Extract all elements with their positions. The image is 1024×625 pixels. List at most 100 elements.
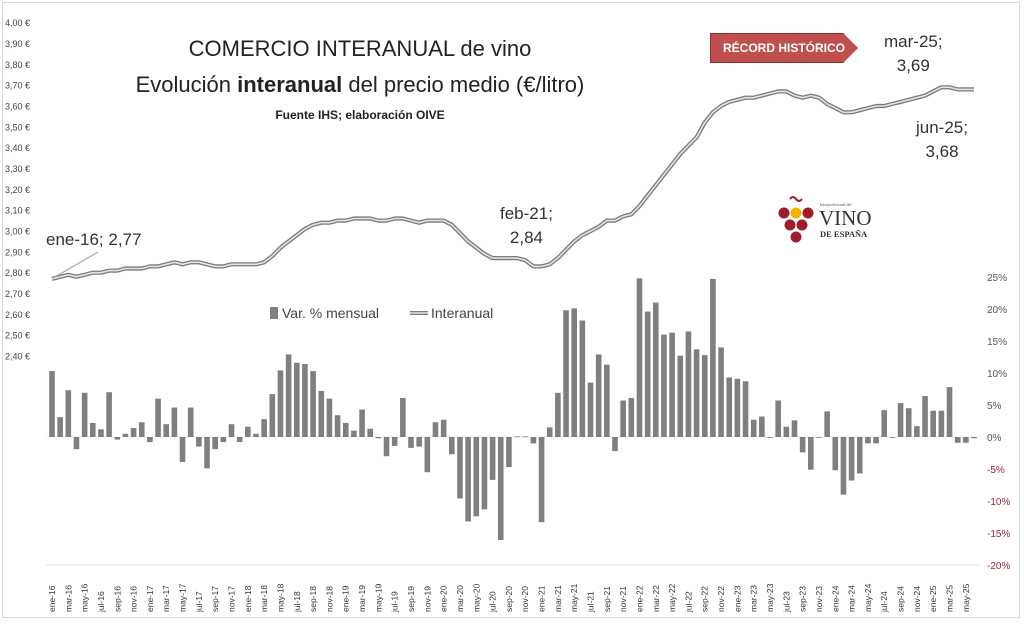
left-axis-tick: 3,80 € bbox=[5, 60, 30, 70]
bar-monthly-var bbox=[81, 392, 88, 437]
x-axis-tick: mar-19 bbox=[357, 585, 367, 612]
bar-monthly-var bbox=[938, 410, 945, 437]
x-axis-tick: jul-23 bbox=[781, 591, 791, 613]
bar-monthly-var bbox=[130, 428, 137, 437]
bar-monthly-var bbox=[310, 371, 316, 437]
right-axis-tick: 0% bbox=[987, 433, 1002, 444]
x-axis-tick: may-16 bbox=[80, 583, 90, 612]
right-axis-tick: 5% bbox=[987, 401, 1002, 412]
vino-de-espana-logo: Interprofesional del VINO DE ESPAÑA bbox=[778, 196, 872, 243]
annotation-start: ene-16; 2,77 bbox=[46, 230, 142, 249]
logo-small-text: Interprofesional del bbox=[820, 202, 852, 207]
x-axis-tick: may-24 bbox=[863, 583, 873, 612]
x-axis-tick: mar-25 bbox=[945, 585, 955, 612]
bar-monthly-var bbox=[57, 417, 63, 437]
x-axis-tick: nov-18 bbox=[324, 586, 334, 612]
bar-monthly-var bbox=[408, 437, 414, 448]
left-axis-tick: 2,50 € bbox=[5, 331, 30, 341]
bar-monthly-var bbox=[285, 354, 292, 437]
x-axis-tick: may-23 bbox=[765, 583, 775, 612]
bar-monthly-var bbox=[644, 311, 651, 437]
bar-monthly-var bbox=[514, 436, 520, 438]
left-axis-tick: 3,10 € bbox=[5, 206, 30, 216]
bar-monthly-var bbox=[685, 331, 692, 437]
x-axis-tick: ene-23 bbox=[732, 585, 742, 612]
bar-monthly-var bbox=[302, 364, 308, 437]
bar-monthly-var bbox=[963, 437, 969, 443]
bar-monthly-var bbox=[734, 378, 741, 437]
grape-icon bbox=[790, 231, 802, 243]
bar-monthly-var bbox=[563, 310, 569, 437]
x-axis-tick: nov-17 bbox=[227, 586, 237, 612]
chart-source: Fuente IHS; elaboración OIVE bbox=[275, 108, 445, 122]
x-axis-tick: sep-20 bbox=[504, 586, 514, 612]
bar-monthly-var bbox=[236, 437, 243, 443]
logo-sub-text: DE ESPAÑA bbox=[820, 229, 868, 239]
x-axis-tick: nov-16 bbox=[129, 586, 139, 612]
title-post: del precio medio (€/litro) bbox=[342, 72, 585, 97]
bar-monthly-var bbox=[497, 437, 504, 541]
bar-monthly-var bbox=[351, 430, 357, 437]
bar-monthly-var bbox=[326, 398, 333, 437]
bar-monthly-var bbox=[220, 437, 227, 443]
legend-line-label: Interanual bbox=[431, 305, 493, 321]
bar-monthly-var bbox=[138, 422, 145, 437]
x-axis-tick: mar-18 bbox=[259, 585, 269, 612]
bar-monthly-var bbox=[620, 400, 626, 437]
right-axis-tick: 15% bbox=[987, 337, 1007, 348]
bar-monthly-var bbox=[669, 332, 675, 437]
left-axis-tick: 3,90 € bbox=[5, 39, 30, 49]
bar-monthly-var bbox=[481, 437, 488, 510]
x-axis-tick: mar-16 bbox=[63, 585, 73, 612]
x-axis-tick: jul-18 bbox=[292, 591, 302, 613]
chart-frame bbox=[2, 2, 1020, 618]
bar-monthly-var bbox=[261, 419, 267, 437]
bar-monthly-var bbox=[579, 320, 586, 437]
annotation-jun25: jun-25; 3,68 bbox=[916, 116, 968, 164]
x-axis-tick: sep-16 bbox=[112, 586, 122, 612]
bar-monthly-var bbox=[179, 437, 186, 462]
annotation-feb21: feb-21; 2,84 bbox=[500, 202, 553, 250]
bar-monthly-var bbox=[383, 437, 390, 457]
left-axis-tick: 2,40 € bbox=[5, 352, 30, 362]
bar-monthly-var bbox=[293, 362, 300, 437]
x-axis-tick: mar-23 bbox=[749, 585, 759, 612]
bar-monthly-var bbox=[212, 437, 218, 450]
bar-monthly-var bbox=[808, 437, 814, 470]
x-axis-tick: mar-24 bbox=[847, 585, 857, 612]
bar-monthly-var bbox=[848, 437, 855, 481]
bar-monthly-var bbox=[465, 437, 471, 522]
bar-monthly-var bbox=[824, 411, 830, 437]
bar-monthly-var bbox=[375, 437, 382, 439]
left-axis-tick: 3,70 € bbox=[5, 81, 30, 91]
bar-monthly-var bbox=[889, 437, 896, 438]
x-axis-tick: sep-21 bbox=[602, 586, 612, 612]
bar-monthly-var bbox=[424, 437, 431, 473]
bar-monthly-var bbox=[783, 426, 790, 437]
x-axis-tick: may-20 bbox=[471, 583, 481, 612]
chart-title-line1: COMERCIO INTERANUAL de vino bbox=[188, 36, 532, 61]
x-axis-tick: may-19 bbox=[373, 583, 383, 612]
bar-monthly-var bbox=[73, 437, 80, 450]
x-axis-tick: jul-19 bbox=[390, 591, 400, 613]
bar-monthly-var bbox=[759, 416, 765, 437]
annotation-jun25-label: jun-25; bbox=[916, 118, 968, 137]
bar-monthly-var bbox=[612, 437, 618, 452]
logo-tilde bbox=[789, 196, 803, 202]
bar-monthly-var bbox=[416, 437, 422, 447]
x-axis-tick: jul-17 bbox=[194, 591, 204, 613]
x-axis-tick: ene-19 bbox=[341, 585, 351, 612]
x-axis-tick: jul-20 bbox=[488, 591, 498, 613]
bar-monthly-var bbox=[930, 410, 937, 437]
bar-monthly-var bbox=[710, 278, 716, 437]
bar-monthly-var bbox=[873, 437, 879, 444]
bar-monthly-var bbox=[636, 278, 643, 437]
x-axis-tick: ene-22 bbox=[634, 585, 644, 612]
bar-monthly-var bbox=[367, 428, 374, 437]
bar-monthly-var bbox=[400, 397, 406, 437]
x-axis-tick: ene-24 bbox=[830, 585, 840, 612]
x-axis-tick: may-25 bbox=[961, 583, 971, 612]
bar-monthly-var bbox=[530, 437, 537, 444]
grape-icon bbox=[796, 219, 808, 231]
bar-monthly-var bbox=[628, 397, 635, 437]
